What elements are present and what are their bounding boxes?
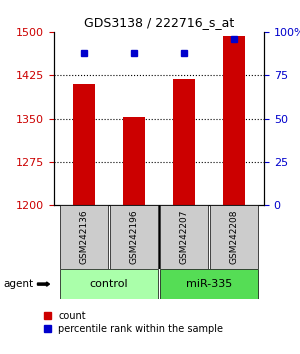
- Text: GSM242207: GSM242207: [179, 210, 188, 264]
- Bar: [110, 205, 158, 269]
- Bar: [210, 205, 258, 269]
- Text: GSM242208: GSM242208: [230, 210, 238, 264]
- Bar: [223, 36, 245, 205]
- Text: GSM242136: GSM242136: [80, 210, 88, 264]
- Text: miR-335: miR-335: [186, 279, 232, 289]
- Legend: count, percentile rank within the sample: count, percentile rank within the sample: [44, 311, 224, 334]
- Bar: [160, 205, 208, 269]
- Bar: [123, 118, 145, 205]
- Text: control: control: [90, 279, 128, 289]
- Bar: [60, 269, 158, 299]
- Text: GSM242196: GSM242196: [130, 210, 139, 264]
- Bar: [173, 79, 195, 205]
- Bar: [160, 269, 258, 299]
- Bar: [60, 205, 108, 269]
- Bar: [73, 84, 95, 205]
- Text: agent: agent: [3, 279, 33, 289]
- Title: GDS3138 / 222716_s_at: GDS3138 / 222716_s_at: [84, 16, 234, 29]
